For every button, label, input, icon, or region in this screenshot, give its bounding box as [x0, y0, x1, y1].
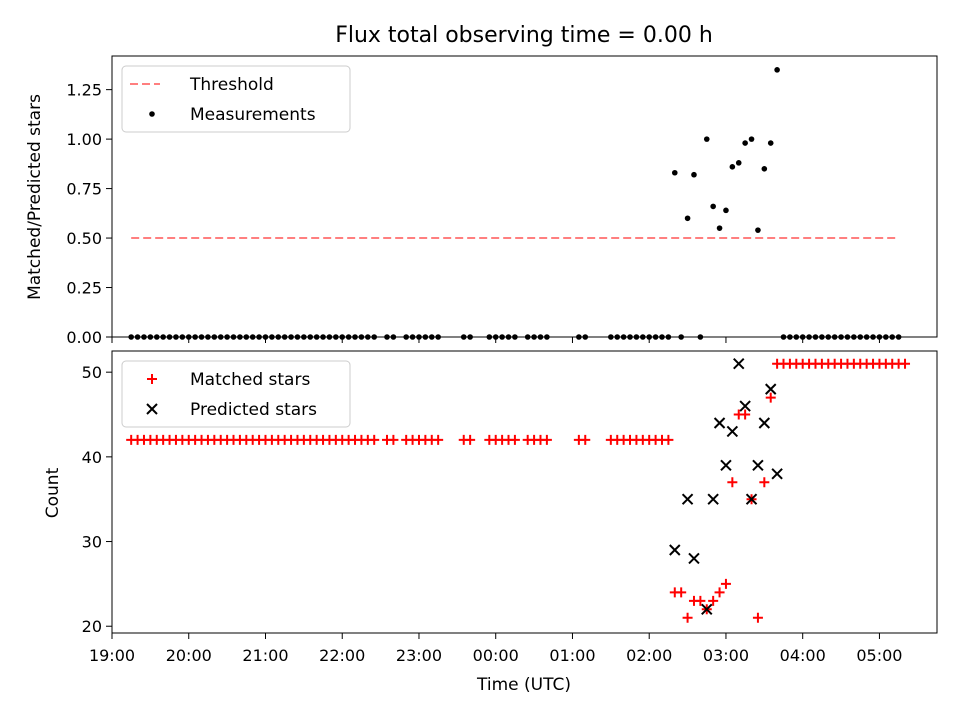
- measurement-point: [755, 227, 761, 233]
- predicted-star-point: [765, 383, 777, 395]
- measurement-point: [691, 171, 697, 178]
- measurement-point: [710, 203, 716, 210]
- x-tick-label: 04:00: [780, 646, 826, 665]
- x-tick-label: 20:00: [166, 646, 212, 665]
- top-legend: [121, 65, 351, 133]
- bottom-axes-frame: [111, 350, 938, 634]
- chart-title: Flux total observing time = 0.00 h: [335, 23, 713, 48]
- matched-star-point: [695, 595, 706, 606]
- matched-star-point: [676, 587, 687, 598]
- measurement-point: [729, 164, 736, 170]
- predicted-star-point: [669, 544, 681, 556]
- bottom-legend-label: Predicted stars: [190, 400, 317, 420]
- predicted-star-point: [745, 493, 758, 505]
- legend-predicted-swatch: [146, 403, 158, 415]
- matched-star-point: [759, 477, 770, 488]
- matched-star-point: [720, 578, 731, 589]
- matched-star-point: [388, 434, 399, 445]
- predicted-star-point: [726, 425, 739, 438]
- matched-star-point: [708, 595, 719, 606]
- matched-star-point: [740, 409, 751, 420]
- predicted-star-point: [739, 400, 751, 412]
- top-y-axis-label: Matched/Predicted stars: [25, 94, 45, 300]
- matched-star-point: [900, 358, 911, 369]
- predicted-star-point: [701, 603, 713, 615]
- bottom-axes: 20 30 40 50 19:00 20:00 21:00 22:00 23:00 00:00 01…: [82, 350, 938, 665]
- top-axes: 0.00 0.25 0.50 0.75 1.00 1.25 Threshold Measure…: [66, 55, 938, 347]
- predicted-star-point: [733, 357, 745, 370]
- x-tick-label: 01:00: [549, 646, 595, 665]
- matched-star-point: [541, 434, 552, 445]
- measurement-point: [716, 225, 723, 231]
- bottom-y-tick-label: 20: [82, 617, 102, 636]
- x-tick-label: 05:00: [856, 646, 902, 665]
- x-tick-label: 23:00: [396, 646, 442, 665]
- measurement-point: [703, 136, 710, 142]
- matched-star-point: [509, 434, 520, 445]
- top-y-tick-label: 0.25: [66, 279, 102, 298]
- predicted-star-point: [771, 468, 783, 480]
- matched-star-point: [369, 434, 380, 445]
- predicted-star-point: [752, 459, 764, 472]
- bottom-legend-label: Matched stars: [190, 370, 310, 390]
- matched-star-point: [433, 434, 444, 445]
- x-tick-label: 03:00: [703, 646, 749, 665]
- x-tick-label: 02:00: [626, 646, 672, 665]
- measurement-point: [671, 169, 678, 176]
- predicted-star-point: [720, 459, 732, 472]
- legend-measurements-swatch: [149, 111, 155, 117]
- matched-star-point: [465, 434, 476, 445]
- top-y-tick-label: 1.25: [66, 81, 102, 100]
- top-axes-frame: [111, 55, 938, 338]
- matched-star-point: [663, 434, 674, 445]
- measurement-point: [723, 207, 729, 214]
- predicted-star-point: [758, 417, 771, 429]
- matched-star-point: [714, 587, 725, 598]
- top-legend-label: Measurements: [190, 105, 316, 125]
- x-axis-label: Time (UTC): [476, 675, 571, 695]
- top-legend-label: Threshold: [189, 75, 274, 95]
- top-y-tick-label: 0.75: [66, 180, 102, 199]
- measurement-point: [774, 67, 780, 73]
- x-tick-label: 21:00: [242, 646, 288, 665]
- matched-star-point: [727, 477, 738, 488]
- measurement-point: [748, 136, 755, 142]
- measurement-point: [742, 140, 748, 146]
- matched-star-point: [752, 612, 763, 623]
- matched-star-point: [682, 612, 693, 623]
- x-tick-label: 22:00: [319, 646, 365, 665]
- top-y-tick-label: 0.50: [66, 229, 102, 248]
- bottom-legend: [121, 360, 351, 428]
- measurement-point: [761, 165, 768, 172]
- top-y-tick-label: 1.00: [66, 130, 102, 149]
- legend-matched-swatch: [147, 374, 157, 384]
- predicted-star-point: [688, 552, 700, 565]
- top-y-tick-label: 0.00: [66, 328, 102, 347]
- predicted-star-point: [707, 493, 719, 505]
- x-tick-label: 19:00: [89, 646, 135, 665]
- bottom-y-tick-label: 40: [82, 448, 102, 467]
- predicted-star-point: [713, 417, 726, 429]
- bottom-y-tick-label: 30: [82, 533, 102, 552]
- measurement-point: [684, 215, 691, 222]
- matched-star-point: [765, 392, 776, 403]
- bottom-y-axis-label: Count: [43, 467, 63, 518]
- measurement-point: [767, 140, 774, 146]
- bottom-y-tick-label: 50: [82, 363, 102, 382]
- x-tick-label: 00:00: [473, 646, 519, 665]
- matched-star-point: [580, 434, 591, 445]
- predicted-star-point: [681, 493, 694, 505]
- measurement-point: [735, 160, 742, 166]
